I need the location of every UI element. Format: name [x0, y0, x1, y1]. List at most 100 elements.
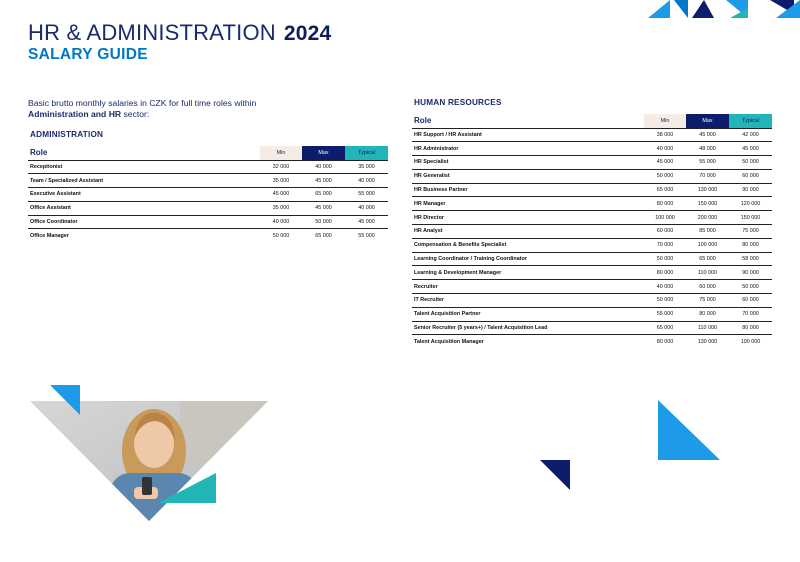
role-cell: HR Administrator: [412, 141, 644, 156]
table-row: Office Assistant 35 000 45 000 40 000: [28, 200, 388, 216]
max-cell: 110 000: [686, 320, 729, 335]
table-header-row: Role Min Max Typical: [28, 146, 388, 160]
table-row: HR Manager 80 000 150 000 120 000: [412, 196, 772, 211]
brand-triangle-5: [730, 8, 748, 18]
min-cell: 40 000: [260, 214, 302, 229]
max-cell: 100 000: [686, 237, 729, 253]
table-row: Office Coordinator 40 000 50 000 45 000: [28, 214, 388, 229]
max-cell: 45 000: [686, 127, 729, 142]
decorative-triangle-small: [540, 460, 570, 490]
col-max: Max: [686, 114, 729, 128]
typical-cell: 40 000: [345, 173, 388, 188]
col-role: Role: [30, 148, 48, 158]
min-cell: 35 000: [260, 173, 302, 188]
role-cell: Recruiter: [412, 279, 644, 294]
min-cell: 50 000: [644, 251, 686, 266]
intro-tail: sector:: [121, 109, 150, 119]
typical-cell: 45 000: [345, 214, 388, 229]
max-cell: 85 000: [686, 224, 729, 239]
table-row: HR Administrator 40 000 48 000 45 000: [412, 141, 772, 156]
brand-shapes-icon: [648, 0, 800, 18]
typical-cell: 35 000: [345, 159, 388, 174]
table-row: Receptionist 32 000 40 000 35 000: [28, 159, 388, 174]
table-row: HR Support / HR Assistant 38 000 45 000 42 …: [412, 127, 772, 142]
role-cell: Learning & Development Manager: [412, 265, 644, 280]
typical-cell: 120 000: [729, 196, 772, 211]
role-cell: Talent Acquisition Partner: [412, 306, 644, 322]
col-typical: Typical: [345, 146, 388, 160]
photo-corner-triangle: [50, 385, 80, 415]
min-cell: 50 000: [260, 228, 302, 243]
min-cell: 40 000: [644, 141, 686, 156]
table-row: Recruiter 40 000 60 000 50 000: [412, 279, 772, 294]
max-cell: 55 000: [686, 155, 729, 170]
typical-cell: 50 000: [729, 279, 772, 294]
max-cell: 200 000: [686, 210, 729, 225]
min-cell: 38 000: [644, 127, 686, 142]
typical-cell: 90 000: [729, 182, 772, 197]
max-cell: 50 000: [302, 214, 345, 229]
min-cell: 32 000: [260, 159, 302, 174]
hr-table: Role Min Max Typical HR Support / HR Ass…: [412, 114, 772, 349]
typical-cell: 90 000: [729, 265, 772, 280]
brand-triangle-3: [692, 0, 714, 18]
role-cell: HR Business Partner: [412, 182, 644, 197]
title-year: 2024: [283, 22, 332, 45]
role-cell: Compensation & Benefits Specialist: [412, 237, 644, 253]
administration-table: Role Min Max Typical Receptionist 32 000 4…: [28, 146, 388, 243]
min-cell: 65 000: [644, 320, 686, 335]
table-header-row: Role Min Max Typical: [412, 114, 772, 128]
min-cell: 45 000: [260, 187, 302, 202]
max-cell: 65 000: [302, 228, 345, 243]
role-cell: HR Support / HR Assistant: [412, 127, 644, 142]
hr-heading: HUMAN RESOURCES: [414, 98, 502, 107]
brand-triangle-2: [674, 0, 688, 18]
role-cell: HR Manager: [412, 196, 644, 211]
min-cell: 80 000: [644, 265, 686, 280]
min-cell: 50 000: [644, 168, 686, 184]
typical-cell: 80 000: [729, 237, 772, 253]
role-cell: HR Analyst: [412, 224, 644, 239]
typical-cell: 70 000: [729, 306, 772, 322]
table-row: HR Analyst 60 000 85 000 75 000: [412, 224, 772, 239]
table-row: HR Business Partner 65 000 130 000 90 000: [412, 182, 772, 197]
table-row: HR Generalist 50 000 70 000 60 000: [412, 168, 772, 184]
max-cell: 45 000: [302, 200, 345, 216]
role-cell: HR Generalist: [412, 168, 644, 184]
max-cell: 110 000: [686, 265, 729, 280]
table-row: Senior Recruiter (5 years+) / Talent Acq…: [412, 320, 772, 335]
typical-cell: 60 000: [729, 168, 772, 184]
typical-cell: 50 000: [729, 155, 772, 170]
role-cell: Office Manager: [28, 228, 260, 243]
min-cell: 65 000: [644, 182, 686, 197]
intro-line-2: Administration and HR sector:: [28, 109, 308, 120]
max-cell: 130 000: [686, 182, 729, 197]
min-cell: 50 000: [644, 293, 686, 308]
page-title: HR & ADMINISTRATION 2024: [28, 20, 331, 46]
role-cell: Senior Recruiter (5 years+) / Talent Acq…: [412, 320, 644, 335]
table-row: IT Recruiter 50 000 75 000 60 000: [412, 293, 772, 308]
typical-cell: 100 000: [729, 334, 772, 349]
max-cell: 150 000: [686, 196, 729, 211]
page-subtitle: SALARY GUIDE: [28, 46, 148, 63]
col-role: Role: [414, 116, 432, 126]
max-cell: 65 000: [302, 187, 345, 202]
min-cell: 80 000: [644, 196, 686, 211]
min-cell: 70 000: [644, 237, 686, 253]
intro-line-1: Basic brutto monthly salaries in CZK for…: [28, 98, 257, 108]
max-cell: 40 000: [302, 159, 345, 174]
min-cell: 100 000: [644, 210, 686, 225]
table-row: Executive Assistant 45 000 65 000 55 000: [28, 187, 388, 202]
typical-cell: 75 000: [729, 224, 772, 239]
role-cell: IT Recruiter: [412, 293, 644, 308]
min-cell: 55 000: [644, 306, 686, 322]
decorative-triangle-large: [658, 400, 720, 460]
role-cell: Learning Coordinator / Training Coordina…: [412, 251, 644, 266]
table-row: HR Director 100 000 200 000 150 000: [412, 210, 772, 225]
max-cell: 130 000: [686, 334, 729, 349]
col-max: Max: [302, 146, 345, 160]
table-row: Learning & Development Manager 80 000 110 …: [412, 265, 772, 280]
max-cell: 80 000: [686, 306, 729, 322]
max-cell: 48 000: [686, 141, 729, 156]
min-cell: 40 000: [644, 279, 686, 294]
